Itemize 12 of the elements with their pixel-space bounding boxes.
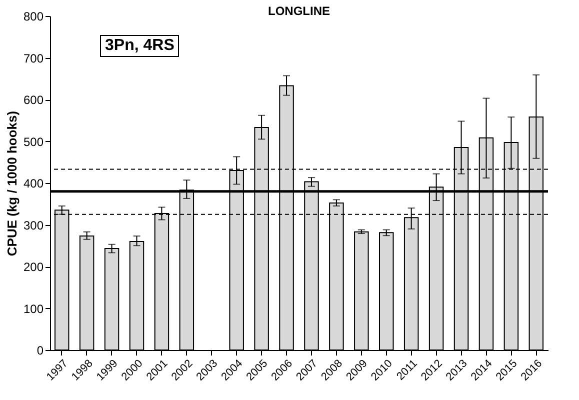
y-tick-label: 300	[23, 218, 44, 232]
chart-title: LONGLINE	[268, 4, 330, 18]
y-tick-label: 800	[23, 10, 44, 24]
y-axis-title: CPUE (kg / 1000 hooks)	[4, 110, 20, 256]
annotation: 3Pn, 4RS	[100, 35, 180, 57]
y-tick-label: 600	[23, 93, 44, 107]
y-tick-label: 100	[23, 302, 44, 316]
y-tick-label: 400	[23, 176, 44, 190]
y-tick-label: 700	[23, 51, 44, 66]
y-tick-label: 0	[36, 344, 44, 358]
y-tick-label: 200	[23, 260, 44, 274]
y-tick-label: 500	[23, 134, 44, 149]
